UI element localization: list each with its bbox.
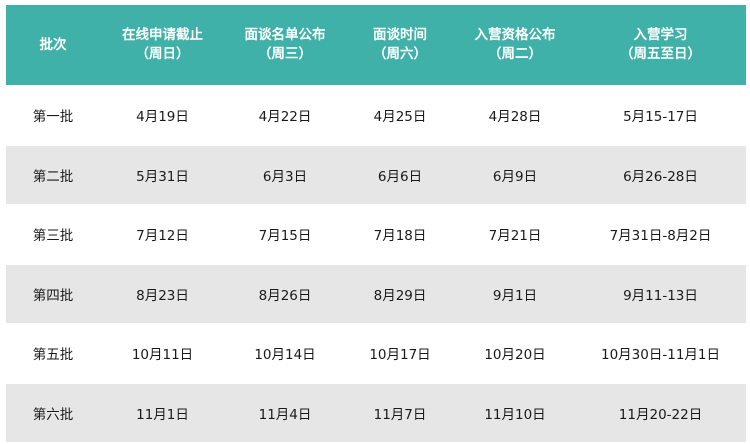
table-row: 第三批 7月12日 7月15日 7月18日 7月21日 7月31日-8月2日 [6, 204, 746, 264]
header-line1: 在线申请截止 [122, 27, 203, 43]
date-cell: 9月1日 [455, 263, 575, 324]
column-header: 入营资格公布 （周二） [455, 5, 575, 86]
schedule-table: 批次 在线申请截止 （周日） 面谈名单公布 （周三） 面谈时间 （周六） 入营资格公布 （周二）… [6, 5, 746, 442]
date-cell: 7月18日 [345, 204, 455, 264]
date-cell: 4月19日 [100, 85, 225, 145]
batch-cell: 第一批 [6, 85, 100, 145]
batch-cell: 第二批 [6, 144, 100, 205]
date-cell: 11月7日 [345, 382, 455, 442]
date-cell: 8月26日 [225, 263, 345, 324]
header-line2: （周五至日） [620, 46, 701, 62]
date-cell: 11月10日 [455, 382, 575, 442]
header-line2: （周二） [488, 46, 542, 62]
header-line2: （周三） [258, 46, 312, 62]
header-line1: 面谈时间 [373, 27, 427, 43]
batch-cell: 第四批 [6, 263, 100, 324]
date-cell: 9月11-13日 [575, 263, 746, 324]
header-line1: 批次 [39, 36, 67, 53]
date-cell: 6月26-28日 [575, 144, 746, 205]
table-row: 第二批 5月31日 6月3日 6月6日 6月9日 6月26-28日 [6, 144, 746, 205]
date-cell: 11月4日 [225, 382, 345, 442]
header-line2: （周六） [373, 46, 427, 62]
table-row: 第一批 4月19日 4月22日 4月25日 4月28日 5月15-17日 [6, 85, 746, 145]
date-cell: 10月30日-11月1日 [575, 323, 746, 383]
date-cell: 11月20-22日 [575, 382, 746, 442]
header-line1: 入营资格公布 [474, 27, 556, 43]
batch-cell: 第五批 [6, 323, 100, 383]
table-body: 第一批 4月19日 4月22日 4月25日 4月28日 5月15-17日 第二批 5月31日 6… [6, 85, 746, 442]
table-row: 第四批 8月23日 8月26日 8月29日 9月1日 9月11-13日 [6, 263, 746, 324]
header-line1: 入营学习 [633, 27, 688, 43]
date-cell: 6月9日 [455, 144, 575, 205]
date-cell: 5月31日 [100, 144, 225, 205]
date-cell: 6月6日 [345, 144, 455, 205]
date-cell: 4月25日 [345, 85, 455, 145]
table-row: 第五批 10月11日 10月14日 10月17日 10月20日 10月30日-11月1日 [6, 323, 746, 383]
column-header: 批次 [6, 5, 100, 86]
date-cell: 7月31日-8月2日 [575, 204, 746, 264]
batch-cell: 第六批 [6, 382, 100, 442]
header-row: 批次 在线申请截止 （周日） 面谈名单公布 （周三） 面谈时间 （周六） 入营资格公布 （周二）… [6, 5, 746, 86]
date-cell: 8月29日 [345, 263, 455, 324]
header-line2: （周日） [135, 46, 190, 62]
date-cell: 10月17日 [345, 323, 455, 383]
header-line1: 面谈名单公布 [244, 27, 326, 43]
date-cell: 4月22日 [225, 85, 345, 145]
column-header: 在线申请截止 （周日） [100, 5, 225, 86]
date-cell: 7月21日 [455, 204, 575, 264]
date-cell: 4月28日 [455, 85, 575, 145]
date-cell: 10月20日 [455, 323, 575, 383]
date-cell: 8月23日 [100, 263, 225, 324]
column-header: 入营学习 （周五至日） [575, 5, 746, 86]
date-cell: 10月11日 [100, 323, 225, 383]
batch-cell: 第三批 [6, 204, 100, 264]
date-cell: 11月1日 [100, 382, 225, 442]
column-header: 面谈时间 （周六） [345, 5, 455, 86]
table-row: 第六批 11月1日 11月4日 11月7日 11月10日 11月20-22日 [6, 382, 746, 442]
date-cell: 7月12日 [100, 204, 225, 264]
date-cell: 6月3日 [225, 144, 345, 205]
date-cell: 7月15日 [225, 204, 345, 264]
column-header: 面谈名单公布 （周三） [225, 5, 345, 86]
date-cell: 10月14日 [225, 323, 345, 383]
date-cell: 5月15-17日 [575, 85, 746, 145]
